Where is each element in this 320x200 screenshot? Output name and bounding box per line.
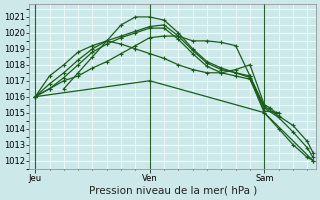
X-axis label: Pression niveau de la mer( hPa ): Pression niveau de la mer( hPa ) [89,186,257,196]
